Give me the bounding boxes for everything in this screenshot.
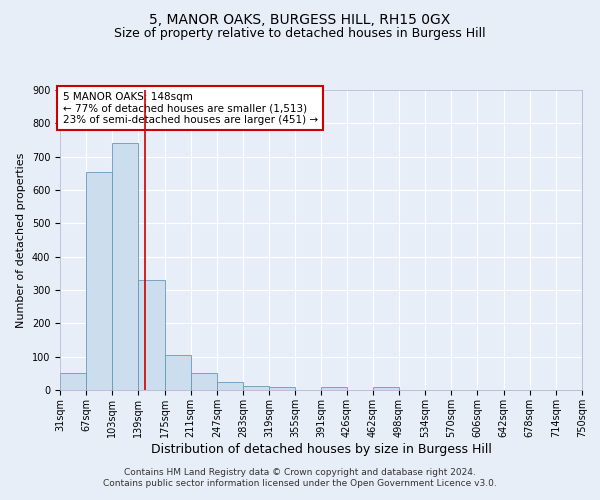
Bar — [217, 382, 243, 390]
Bar — [191, 374, 217, 390]
Text: Contains HM Land Registry data © Crown copyright and database right 2024.
Contai: Contains HM Land Registry data © Crown c… — [103, 468, 497, 487]
Text: 5 MANOR OAKS: 148sqm
← 77% of detached houses are smaller (1,513)
23% of semi-de: 5 MANOR OAKS: 148sqm ← 77% of detached h… — [62, 92, 318, 124]
Y-axis label: Number of detached properties: Number of detached properties — [16, 152, 26, 328]
Text: Size of property relative to detached houses in Burgess Hill: Size of property relative to detached ho… — [114, 28, 486, 40]
Bar — [269, 386, 295, 390]
Bar — [60, 374, 86, 390]
Bar — [243, 386, 269, 390]
Bar — [322, 386, 347, 390]
Bar — [112, 144, 139, 390]
X-axis label: Distribution of detached houses by size in Burgess Hill: Distribution of detached houses by size … — [151, 442, 491, 456]
Bar — [373, 386, 399, 390]
Bar — [164, 355, 191, 390]
Text: 5, MANOR OAKS, BURGESS HILL, RH15 0GX: 5, MANOR OAKS, BURGESS HILL, RH15 0GX — [149, 12, 451, 26]
Bar — [86, 172, 112, 390]
Bar — [139, 280, 164, 390]
